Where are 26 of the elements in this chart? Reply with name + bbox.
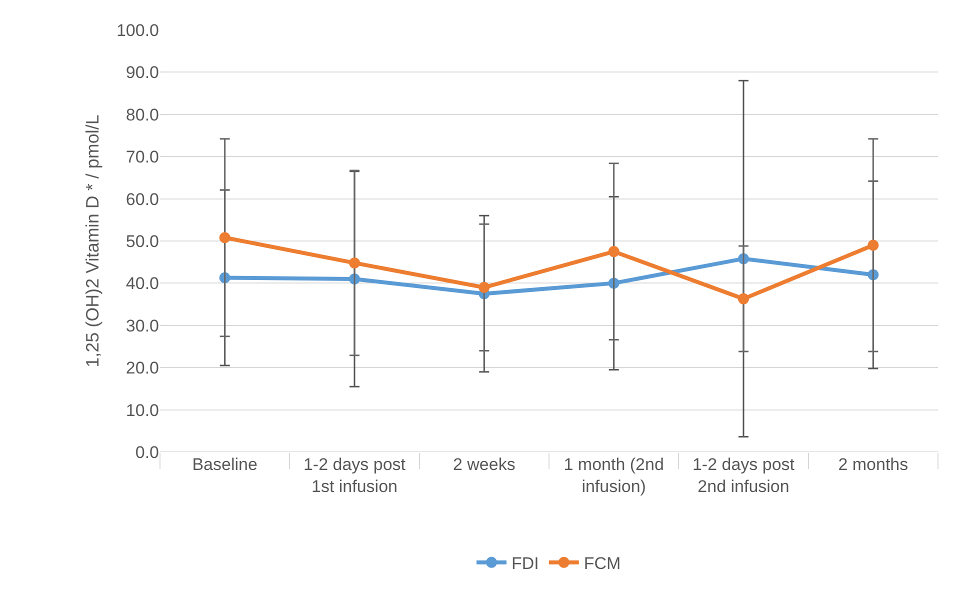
x-tick-label: 2 months [838,455,908,474]
point [219,232,230,244]
y-tick-label: 60.0 [126,190,159,209]
x-tick-label: Baseline [192,455,258,474]
y-tick-label: 10.0 [126,400,159,420]
x-tick-label: 1-2 days post 2nd infusion [692,455,795,496]
y-tick-label: 100.0 [116,20,159,40]
y-tick-label: 30.0 [126,316,159,336]
point [608,246,620,258]
y-tick-label: 70.0 [126,148,159,167]
x-tick-label: 1-2 days post 1st infusion [303,455,406,496]
legend-label: FDI [512,554,539,574]
y-tick-label: 80.0 [126,105,159,124]
x-tick-label: 2 weeks [452,455,516,474]
point [868,240,879,251]
y-tick-label: 20.0 [126,358,159,378]
y-tick-label: 40.0 [126,274,159,294]
x-tick-label: 1 month (2nd infusion) [564,455,664,496]
point [349,257,360,268]
point [478,282,490,293]
y-tick-label: 90.0 [126,63,159,82]
point [738,293,749,304]
legend-label: FCM [584,554,621,574]
y-axis-title: 1,25 (OH)2 Vitamin D * / pmol/L [82,114,103,368]
y-tick-label: 50.0 [126,232,159,251]
y-tick-label: 0.0 [135,442,159,462]
